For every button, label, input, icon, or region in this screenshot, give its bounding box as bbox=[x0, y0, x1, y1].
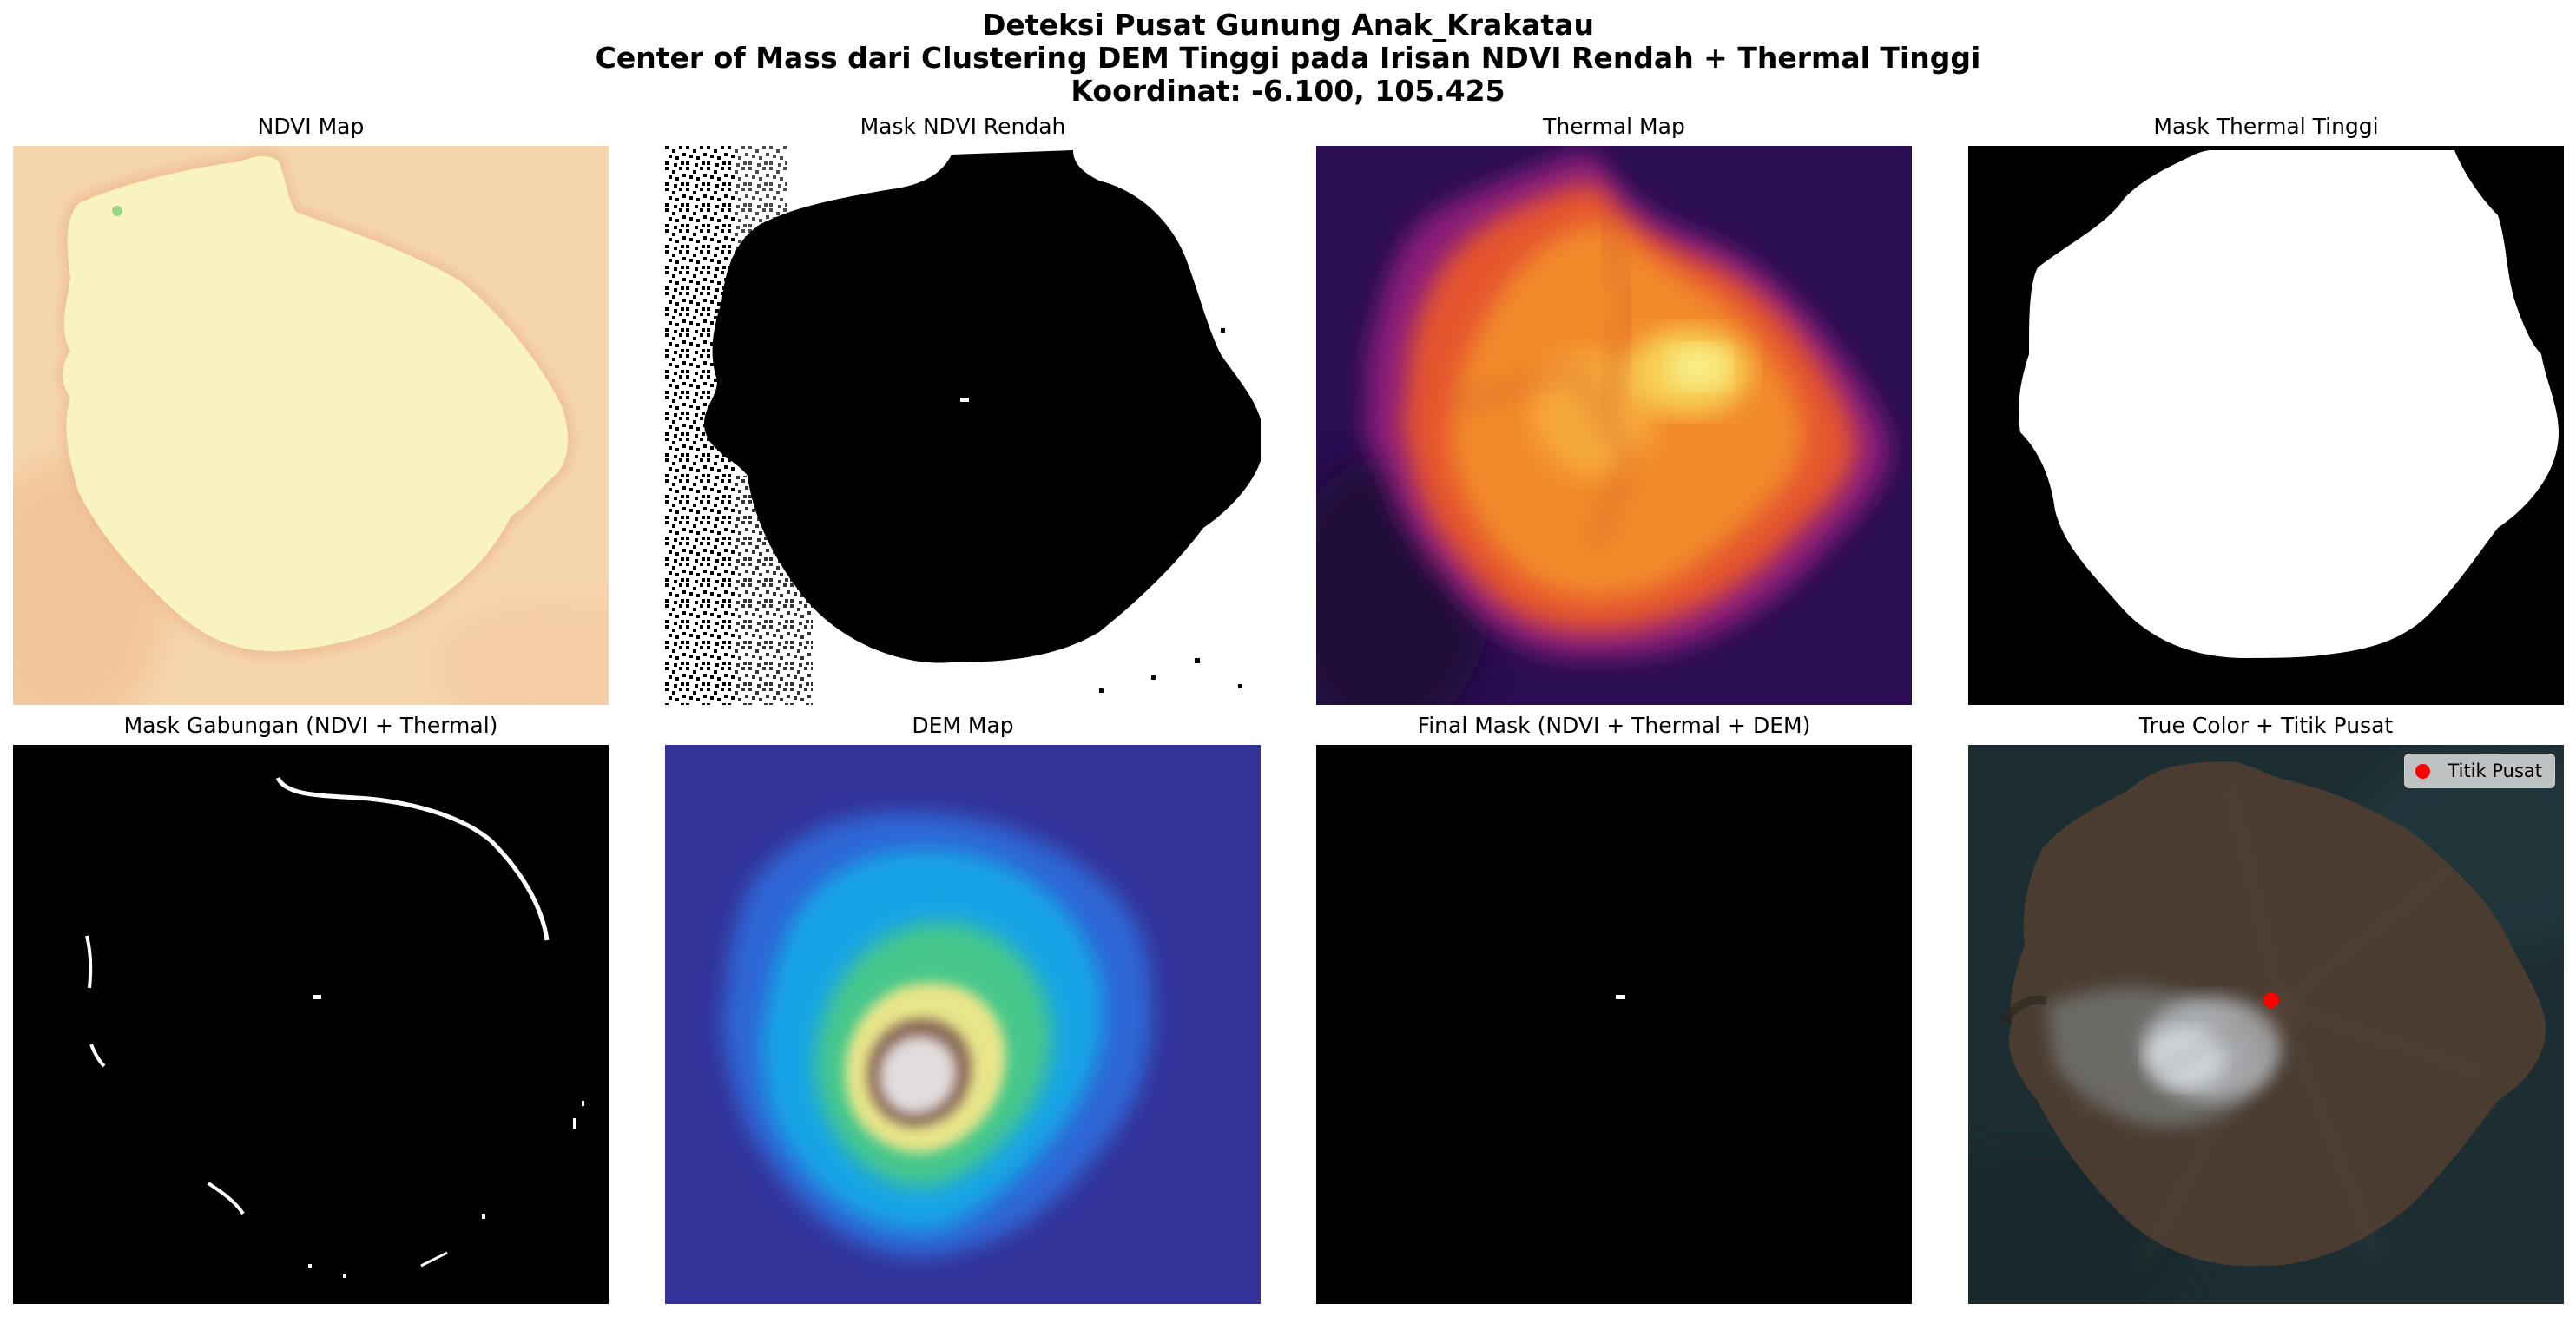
panel-title-thermal-map: Thermal Map bbox=[1543, 114, 1685, 139]
panel-title-mask-thermal-tinggi: Mask Thermal Tinggi bbox=[2153, 114, 2379, 139]
legend-marker-dot bbox=[2415, 763, 2431, 779]
true-color-image: Titik Pusat bbox=[1968, 745, 2564, 1304]
panel-title-true-color: True Color + Titik Pusat bbox=[2138, 713, 2394, 738]
legend: Titik Pusat bbox=[2404, 754, 2555, 788]
panel-title-mask-ndvi-rendah: Mask NDVI Rendah bbox=[860, 114, 1066, 139]
ndvi-map-image bbox=[13, 146, 609, 705]
thermal-map-image bbox=[1316, 146, 1912, 705]
figure-title-line-3: Koordinat: -6.100, 105.425 bbox=[1071, 74, 1505, 108]
panel-title-dem-map: DEM Map bbox=[912, 713, 1014, 738]
figure-title-line-1: Deteksi Pusat Gunung Anak_Krakatau bbox=[982, 8, 1594, 42]
panel-title-mask-gabungan: Mask Gabungan (NDVI + Thermal) bbox=[123, 713, 498, 738]
final-mask-image bbox=[1316, 745, 1912, 1304]
center-point-marker bbox=[2263, 992, 2279, 1008]
legend-label: Titik Pusat bbox=[2448, 761, 2542, 781]
mask-ndvi-rendah-image bbox=[665, 146, 1261, 705]
panel-title-final-mask: Final Mask (NDVI + Thermal + DEM) bbox=[1417, 713, 1811, 738]
panel-title-ndvi-map: NDVI Map bbox=[257, 114, 365, 139]
figure-title-line-2: Center of Mass dari Clustering DEM Tingg… bbox=[595, 41, 1981, 75]
dem-map-image bbox=[665, 745, 1261, 1304]
mask-thermal-tinggi-image bbox=[1968, 146, 2564, 705]
mask-gabungan-image bbox=[13, 745, 609, 1304]
